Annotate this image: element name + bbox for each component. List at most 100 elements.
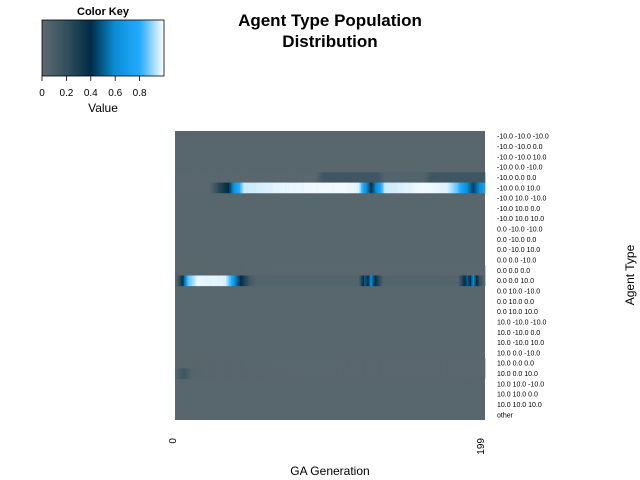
heatmap-cell — [286, 172, 289, 183]
heatmap-cell — [175, 182, 177, 194]
heatmap-cell — [319, 182, 321, 194]
heatmap-cell — [309, 172, 312, 183]
heatmap-cell — [427, 182, 430, 194]
heatmap-cell — [240, 172, 242, 183]
heatmap-cell — [309, 368, 312, 380]
heatmap-cell — [326, 275, 329, 287]
heatmap-cell — [250, 358, 253, 369]
row-label: 10.0 0.0 0.0 — [497, 361, 534, 368]
heatmap-cell — [415, 182, 418, 194]
heatmap-cell — [255, 182, 258, 194]
heatmap-cell — [280, 368, 283, 380]
heatmap-cell — [423, 358, 425, 369]
heatmap-cell — [243, 182, 246, 194]
heatmap-cell — [223, 368, 225, 380]
heatmap-cell — [373, 265, 376, 276]
heatmap-cell — [292, 368, 295, 380]
heatmap-cell — [447, 358, 450, 369]
heatmap-cell — [340, 265, 343, 276]
heatmap-cell — [410, 275, 413, 287]
heatmap-cell — [202, 265, 205, 276]
heatmap-cell — [306, 275, 309, 287]
heatmap-cell — [185, 368, 188, 380]
heatmap-cell — [426, 358, 428, 369]
heatmap-cell — [213, 358, 216, 369]
heatmap-cell — [303, 265, 306, 276]
heatmap-cell — [240, 368, 242, 380]
heatmap-cell — [288, 172, 290, 183]
heatmap-cell — [474, 275, 476, 287]
heatmap-cell — [483, 358, 486, 369]
heatmap-cell — [227, 275, 230, 287]
heatmap-cell — [432, 172, 435, 183]
heatmap-cell — [193, 265, 196, 276]
heatmap-cell — [179, 368, 182, 380]
heatmap-cell — [457, 368, 459, 380]
heatmap-cell — [212, 172, 215, 183]
row-label: 10.0 10.0 10.0 — [497, 402, 542, 409]
heatmap-cell — [303, 172, 306, 183]
heatmap-cell — [312, 172, 315, 183]
row-label: -10.0 -10.0 0.0 — [497, 144, 543, 151]
heatmap-cell — [254, 172, 256, 183]
heatmap-cell — [264, 182, 267, 194]
heatmap-cell — [483, 182, 486, 194]
heatmap-cell — [291, 265, 294, 276]
heatmap-cell — [308, 172, 311, 183]
heatmap-cell — [326, 182, 329, 194]
heatmap-cell — [388, 182, 391, 194]
heatmap-cell — [247, 275, 250, 287]
heatmap-cell — [237, 358, 239, 369]
heatmap-cell — [246, 172, 249, 183]
heatmap-cell — [356, 265, 359, 276]
heatmap-cell — [337, 275, 340, 287]
heatmap-cell — [426, 265, 428, 276]
heatmap-cell — [227, 265, 230, 276]
heatmap-cell — [364, 182, 366, 194]
heatmap-cell — [215, 265, 218, 276]
heatmap-cell — [340, 172, 343, 183]
heatmap-cell — [415, 275, 418, 287]
heatmap-cell — [466, 172, 469, 183]
heatmap-cell — [312, 358, 315, 369]
heatmap-cell — [182, 182, 185, 194]
heatmap-cell — [370, 358, 373, 369]
heatmap-cell — [331, 368, 334, 380]
heatmap-cell — [182, 358, 185, 369]
heatmap-cell — [325, 172, 328, 183]
heatmap-cell — [423, 275, 425, 287]
heatmap-cell — [316, 275, 318, 287]
heatmap-cell — [272, 182, 275, 194]
heatmap-cell — [235, 265, 238, 276]
heatmap-cell — [447, 368, 450, 380]
heatmap-cell — [274, 172, 277, 183]
heatmap-cell — [460, 275, 463, 287]
heatmap-cell — [405, 275, 408, 287]
heatmap-cell — [229, 265, 232, 276]
heatmap-cell — [441, 172, 444, 183]
heatmap-cell — [353, 265, 356, 276]
heatmap-cell — [440, 265, 442, 276]
heatmap-cell — [467, 275, 470, 287]
heatmap-cell — [370, 275, 373, 287]
heatmap-cell — [213, 265, 216, 276]
heatmap-cell — [232, 172, 235, 183]
heatmap-cell — [474, 358, 476, 369]
heatmap-cell — [385, 275, 388, 287]
heatmap-cell — [399, 265, 402, 276]
heatmap-cell — [185, 182, 188, 194]
heatmap-cell — [269, 182, 272, 194]
heatmap-cell — [438, 358, 441, 369]
heatmap-cell — [181, 368, 184, 380]
heatmap-cell — [202, 368, 205, 380]
heatmap-cell — [275, 172, 278, 183]
heatmap-cell — [322, 172, 325, 183]
heatmap-cell — [450, 368, 453, 380]
heatmap-cell — [441, 358, 444, 369]
heatmap-cell — [374, 358, 377, 369]
heatmap-cell — [316, 358, 318, 369]
heatmap-cell — [364, 265, 366, 276]
heatmap-cell — [368, 368, 371, 380]
heatmap-cell — [455, 358, 458, 369]
heatmap-cell — [404, 275, 407, 287]
